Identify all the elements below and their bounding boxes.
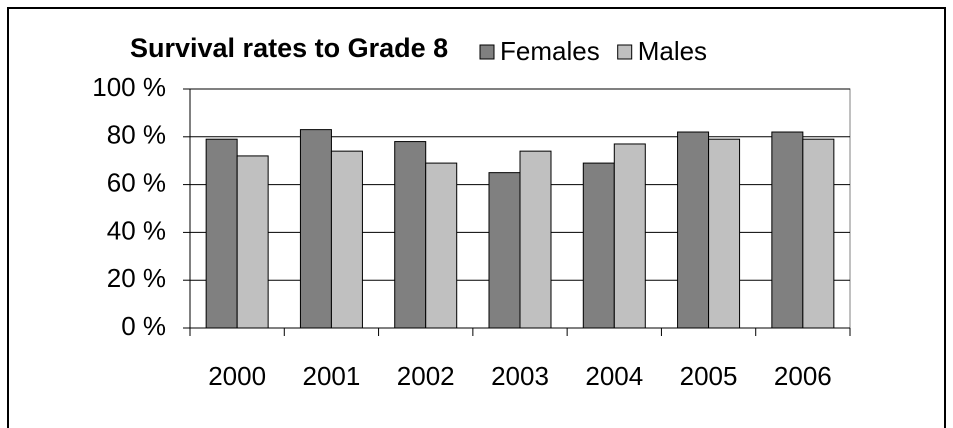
y-tick-label: 0 % (121, 311, 166, 341)
x-tick-label: 2004 (585, 361, 643, 391)
bar (677, 131, 710, 329)
x-tick-label: 2006 (774, 361, 832, 391)
y-tick-label: 60 % (107, 167, 166, 197)
legend-label: Females (500, 36, 600, 66)
y-tick-label: 40 % (107, 215, 166, 245)
legend-swatch (479, 44, 495, 60)
bar (613, 143, 646, 329)
bar (425, 162, 458, 329)
bar (488, 172, 521, 329)
bar (299, 129, 332, 329)
bar (582, 162, 615, 329)
bar (394, 141, 427, 329)
bar (236, 155, 269, 329)
x-tick-label: 2001 (303, 361, 361, 391)
bar (519, 150, 552, 329)
bar (802, 138, 835, 329)
x-tick-label: 2002 (397, 361, 455, 391)
chart-title: Survival rates to Grade 8 (130, 33, 448, 63)
bar (771, 131, 804, 329)
y-tick-label: 100 % (92, 72, 166, 102)
bar (708, 138, 741, 329)
y-tick-label: 20 % (107, 263, 166, 293)
x-tick-label: 2003 (491, 361, 549, 391)
y-tick-label: 80 % (107, 120, 166, 150)
x-tick-label: 2000 (208, 361, 266, 391)
legend-label: Males (638, 36, 707, 66)
x-tick-label: 2005 (680, 361, 738, 391)
legend-swatch (617, 44, 633, 60)
bar (330, 150, 363, 329)
bar (205, 138, 238, 329)
